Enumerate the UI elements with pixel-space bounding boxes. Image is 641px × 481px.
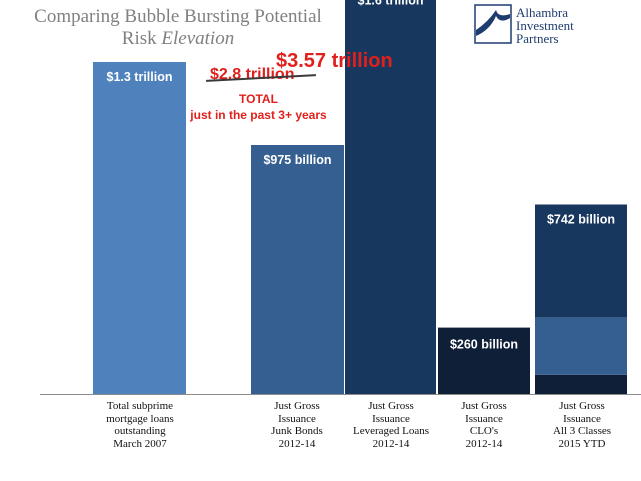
value-label-1: $1.3 trillion	[107, 70, 173, 84]
period-label: just in the past 3+ years	[190, 108, 327, 122]
value-label-4: $260 billion	[450, 338, 518, 352]
category-label-4: Just Gross Issuance CLO's 2012-14	[461, 400, 507, 450]
title-line-2: Risk Elevation	[8, 28, 348, 50]
bar-segment-clo	[535, 374, 627, 394]
title-line-2-prefix: Risk	[121, 28, 162, 49]
logo-text: Alhambra Investment Partners	[516, 6, 574, 45]
value-label-2: $975 billion	[263, 153, 331, 167]
bar-1	[93, 62, 186, 394]
bar-segment-junk-bonds	[535, 317, 627, 375]
new-total-label: $3.57 trillion	[276, 50, 393, 72]
bar-4	[438, 327, 530, 394]
value-label-5: $742 billion	[547, 213, 615, 227]
logo-mark-icon	[474, 4, 512, 44]
bar-2	[251, 145, 344, 394]
category-label-5: Just Gross Issuance All 3 Classes 2015 Y…	[552, 400, 612, 450]
value-label-3: $1.6 trillion	[358, 0, 424, 7]
category-label-3: Just Gross Issuance Leveraged Loans 2012…	[352, 400, 430, 450]
total-label: TOTAL	[239, 92, 278, 106]
bar-3	[345, 0, 436, 395]
chart-title: Comparing Bubble Bursting Potential Risk…	[8, 6, 348, 50]
category-label-2: Just Gross Issuance Junk Bonds 2012-14	[271, 400, 323, 450]
category-label-1: Total subprime mortgage loans outstandin…	[106, 400, 174, 450]
logo-line-3: Partners	[516, 31, 559, 46]
logo-line-1: Alhambra	[516, 5, 568, 20]
title-line-2-italic: Elevation	[161, 28, 235, 49]
bar-segment-leveraged-loans	[535, 204, 627, 318]
company-logo: Alhambra Investment Partners	[474, 4, 639, 48]
title-line-1: Comparing Bubble Bursting Potential	[34, 6, 322, 27]
total-annotation: $3.57 trillion $2.8 trillion TOTAL just …	[160, 50, 420, 130]
logo-line-2: Investment	[516, 18, 574, 33]
